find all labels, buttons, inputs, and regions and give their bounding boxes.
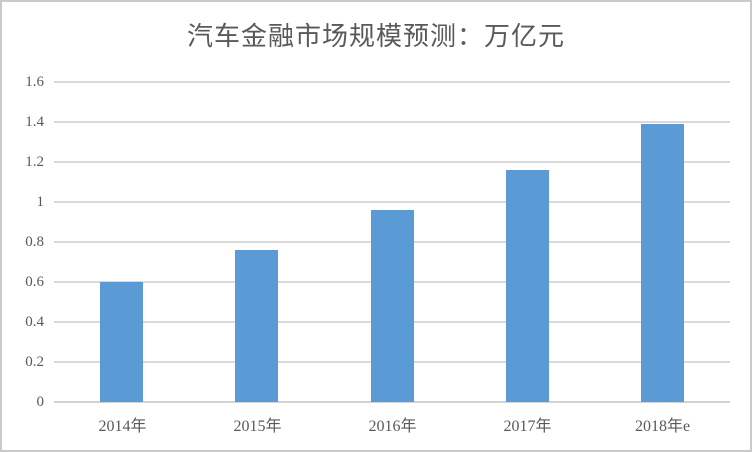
y-tick-label: 1.2 xyxy=(25,154,44,170)
y-tick-label: 0.8 xyxy=(25,234,44,250)
plot-area xyxy=(54,81,730,403)
gridline xyxy=(54,121,730,123)
y-tick-label: 1 xyxy=(36,194,45,210)
bar-2017年 xyxy=(506,170,549,402)
y-tick-label: 1.4 xyxy=(25,114,44,130)
x-tick-label: 2018年e xyxy=(634,418,691,435)
y-tick-label: 0.6 xyxy=(25,274,44,290)
y-tick-label: 0.4 xyxy=(25,314,44,330)
bar-2015年 xyxy=(235,250,278,402)
x-axis-line xyxy=(54,401,730,403)
x-tick-label: 2016年 xyxy=(368,418,417,435)
y-tick-label: 0.2 xyxy=(25,354,44,370)
bar-2014年 xyxy=(100,282,143,402)
gridline xyxy=(54,81,730,83)
y-tick-label: 0 xyxy=(36,394,45,410)
bar-2016年 xyxy=(371,210,414,402)
x-tick-label: 2017年 xyxy=(503,418,552,435)
x-tick-label: 2014年 xyxy=(98,418,147,435)
x-tick-label: 2015年 xyxy=(233,418,282,435)
chart-title: 汽车金融市场规模预测：万亿元 xyxy=(186,22,565,51)
gridline xyxy=(54,201,730,203)
y-tick-label: 1.6 xyxy=(25,74,44,90)
bar-2018年e xyxy=(641,124,684,402)
gridline xyxy=(54,161,730,163)
